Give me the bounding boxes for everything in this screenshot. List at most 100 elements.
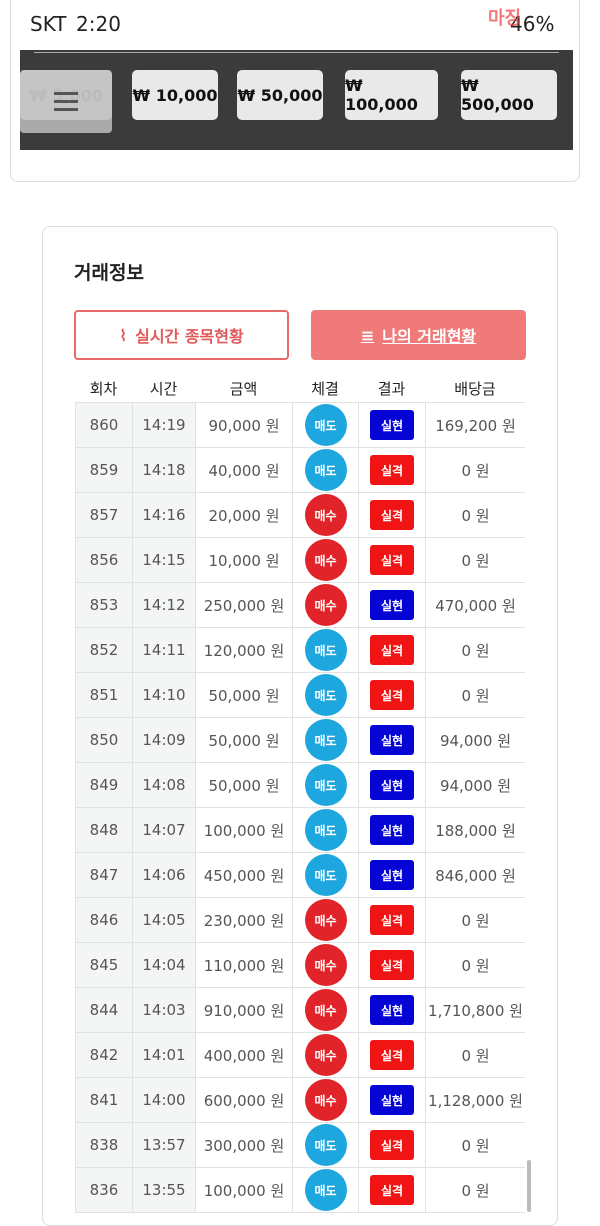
table-cell: 매수 xyxy=(292,1033,358,1077)
cell-text: 844 xyxy=(89,1001,119,1019)
table-cell: 14:03 xyxy=(132,988,195,1032)
table-cell: 400,000 원 xyxy=(195,1033,292,1077)
table-cell: 450,000 원 xyxy=(195,853,292,897)
cell-text: 400,000 원 xyxy=(203,1046,285,1065)
table-cell: 14:08 xyxy=(132,763,195,807)
table-cell: 0 원 xyxy=(425,493,525,537)
cell-text: 14:10 xyxy=(142,686,186,704)
cell-text: 14:06 xyxy=(142,866,186,884)
cell-text: 13:55 xyxy=(142,1181,186,1199)
cell-text: 40,000 원 xyxy=(208,461,280,480)
table-cell: 846,000 원 xyxy=(425,853,525,897)
table-cell: 14:00 xyxy=(132,1078,195,1122)
cell-text: 14:11 xyxy=(142,641,186,659)
table-cell: 853 xyxy=(75,583,132,627)
table-cell: 50,000 원 xyxy=(195,673,292,717)
table-cell: 14:11 xyxy=(132,628,195,672)
table-cell: 실격 xyxy=(358,628,425,672)
table-cell: 0 원 xyxy=(425,628,525,672)
cell-text: 842 xyxy=(89,1046,119,1064)
table-cell: 매도 xyxy=(292,853,358,897)
table-cell: 0 원 xyxy=(425,1168,525,1212)
table-row: 844 14:03 910,000 원 매수 실현 1,710,800 원 xyxy=(75,988,525,1033)
side-badge: 매수 xyxy=(304,494,347,536)
table-cell: 852 xyxy=(75,628,132,672)
side-badge: 매도 xyxy=(304,809,347,851)
result-badge: 실격 xyxy=(370,905,414,935)
amount-button[interactable]: ₩ 50,000 xyxy=(237,70,323,120)
cell-text: 14:01 xyxy=(142,1046,186,1064)
cell-text: 14:15 xyxy=(142,551,186,569)
table-cell: 842 xyxy=(75,1033,132,1077)
table-cell: 50,000 원 xyxy=(195,718,292,762)
table-cell: 14:07 xyxy=(132,808,195,852)
cell-text: 100,000 원 xyxy=(203,1181,285,1200)
table-cell: 910,000 원 xyxy=(195,988,292,1032)
table-cell: 0 원 xyxy=(425,1123,525,1167)
table-row: 860 14:19 90,000 원 매도 실현 169,200 원 xyxy=(75,403,525,448)
cell-text: 14:12 xyxy=(142,596,186,614)
table-cell: 매수 xyxy=(292,988,358,1032)
cell-text: 94,000 원 xyxy=(439,776,512,795)
scrollbar xyxy=(527,1160,531,1212)
table-row: 853 14:12 250,000 원 매수 실현 470,000 원 xyxy=(75,583,525,628)
side-badge: 매수 xyxy=(304,1079,347,1121)
table-cell: 110,000 원 xyxy=(195,943,292,987)
tab-label: 나의 거래현황 xyxy=(382,327,477,346)
table-cell: 0 원 xyxy=(425,898,525,942)
table-cell: 실격 xyxy=(358,1123,425,1167)
table-cell: 실격 xyxy=(358,493,425,537)
result-badge: 실격 xyxy=(370,1040,414,1070)
side-badge: 매도 xyxy=(304,449,347,491)
table-cell: 300,000 원 xyxy=(195,1123,292,1167)
side-badge: 매도 xyxy=(304,1169,347,1211)
cell-text: 0 원 xyxy=(461,1181,490,1200)
side-badge: 매수 xyxy=(304,1034,347,1076)
table-cell: 매도 xyxy=(292,673,358,717)
cell-text: 838 xyxy=(89,1136,119,1154)
amount-button[interactable]: ₩ 500,000 xyxy=(461,70,557,120)
result-badge: 실격 xyxy=(370,500,414,530)
cell-text: 50,000 원 xyxy=(208,776,280,795)
cell-text: 100,000 원 xyxy=(203,821,285,840)
result-badge: 실격 xyxy=(370,545,414,575)
cell-text: 188,000 원 xyxy=(435,821,516,840)
table-cell: 매수 xyxy=(292,898,358,942)
cell-text: 1,710,800 원 xyxy=(428,1001,523,1020)
table-cell: 841 xyxy=(75,1078,132,1122)
result-badge: 실현 xyxy=(370,995,414,1025)
amount-button[interactable]: ₩ 100,000 xyxy=(345,70,438,120)
cell-text: 169,200 원 xyxy=(435,416,516,435)
cell-text: 50,000 원 xyxy=(208,686,280,705)
cell-text: 14:18 xyxy=(142,461,186,479)
table-row: 841 14:00 600,000 원 매수 실현 1,128,000 원 xyxy=(75,1078,525,1123)
side-badge: 매도 xyxy=(304,719,347,761)
cell-text: 847 xyxy=(89,866,119,884)
table-cell: 14:04 xyxy=(132,943,195,987)
table-cell: 0 원 xyxy=(425,538,525,582)
cell-text: 120,000 원 xyxy=(203,641,285,660)
side-badge: 매도 xyxy=(304,1124,347,1166)
amount-button[interactable]: ₩ 10,000 xyxy=(132,70,218,120)
cell-text: 14:04 xyxy=(142,956,186,974)
table-cell: 실격 xyxy=(358,1168,425,1212)
table-cell: 844 xyxy=(75,988,132,1032)
cell-text: 50,000 원 xyxy=(208,731,280,750)
table-cell: 매수 xyxy=(292,493,358,537)
result-badge: 실현 xyxy=(370,770,414,800)
table-cell: 14:09 xyxy=(132,718,195,762)
table-cell: 실현 xyxy=(358,853,425,897)
table-cell: 매수 xyxy=(292,538,358,582)
tab-my-trades[interactable]: ≡ 나의 거래현황 xyxy=(311,310,526,360)
column-header: 시간 xyxy=(149,380,178,398)
menu-button[interactable] xyxy=(20,70,112,133)
table-cell: 20,000 원 xyxy=(195,493,292,537)
tab-realtime[interactable]: ⌇ 실시간 종목현황 xyxy=(74,310,289,360)
cell-text: 852 xyxy=(89,641,119,659)
table-row: 851 14:10 50,000 원 매도 실격 0 원 xyxy=(75,673,525,718)
cell-text: 20,000 원 xyxy=(208,506,280,525)
side-badge: 매수 xyxy=(304,944,347,986)
table-cell: 14:05 xyxy=(132,898,195,942)
cell-text: 230,000 원 xyxy=(203,911,285,930)
